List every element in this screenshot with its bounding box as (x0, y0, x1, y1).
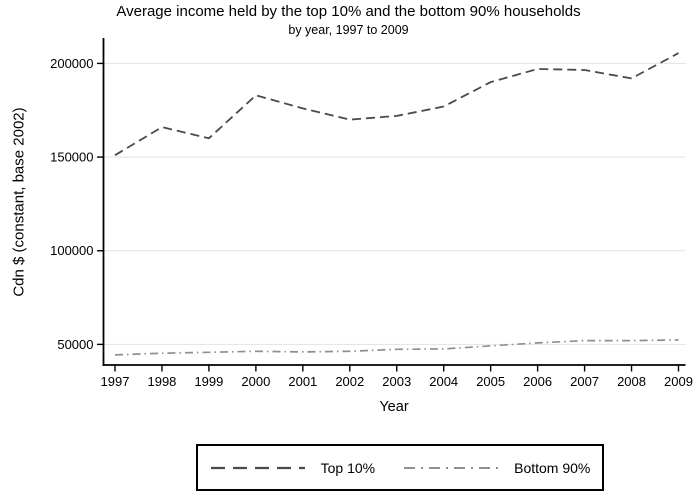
x-tick-label: 2009 (664, 374, 693, 389)
x-tick-label: 1997 (101, 374, 130, 389)
legend: Top 10% Bottom 90% (196, 444, 604, 491)
series-line-bottom-90 (114, 339, 679, 356)
legend-label-bottom-90: Bottom 90% (514, 459, 591, 476)
legend-label-top-10: Top 10% (320, 459, 376, 476)
x-tick-label: 2006 (523, 374, 552, 389)
y-tick-label: 100000 (50, 243, 93, 258)
y-tick-label: 150000 (50, 150, 93, 165)
x-tick-label: 2003 (382, 374, 411, 389)
x-tick-label: 2000 (241, 374, 270, 389)
x-axis-title: Year (379, 399, 409, 415)
dash-dot-line-icon (404, 466, 499, 469)
y-tick-label: 200000 (50, 56, 93, 71)
chart-subtitle: by year, 1997 to 2009 (288, 23, 409, 37)
chart-title: Average income held by the top 10% and t… (116, 3, 581, 20)
x-tick-label: 1999 (194, 374, 223, 389)
x-tick-label: 1998 (147, 374, 176, 389)
legend-item-bottom-90: Bottom 90% (403, 460, 590, 476)
x-tick-label: 2004 (429, 374, 458, 389)
dashed-line-icon (210, 466, 305, 469)
x-tick-label: 2007 (570, 374, 599, 389)
y-tick-label: 50000 (57, 337, 93, 352)
series-line-top-10 (114, 52, 679, 156)
line-chart-plot: 50000 100000 150000 200000 1997 1998 1999 2000 2… (50, 38, 693, 389)
x-tick-label: 2002 (335, 374, 364, 389)
x-tick-label: 2008 (617, 374, 646, 389)
x-tick-label: 2001 (288, 374, 317, 389)
x-tick-label: 2005 (476, 374, 505, 389)
legend-item-top-10: Top 10% (210, 460, 375, 476)
